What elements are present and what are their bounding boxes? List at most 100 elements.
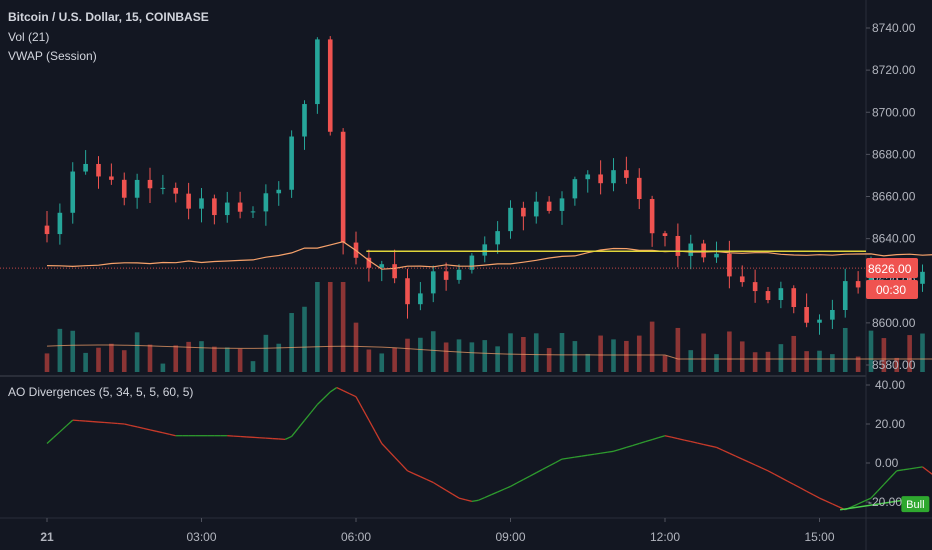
- candle-body[interactable]: [585, 174, 590, 179]
- candle-body[interactable]: [573, 179, 578, 198]
- volume-bar: [354, 323, 359, 372]
- candle-body[interactable]: [547, 202, 552, 211]
- candle-body[interactable]: [276, 190, 281, 194]
- candle-body[interactable]: [804, 307, 809, 323]
- volume-bar: [457, 339, 462, 372]
- candle-body[interactable]: [727, 254, 732, 277]
- candle-body[interactable]: [199, 198, 204, 208]
- candle-body[interactable]: [186, 194, 191, 209]
- candle-body[interactable]: [521, 208, 526, 217]
- ao-tick-label: 20.00: [875, 417, 905, 431]
- candle-body[interactable]: [920, 272, 925, 284]
- volume-bar: [830, 354, 835, 372]
- candle-body[interactable]: [495, 231, 500, 244]
- candle-body[interactable]: [624, 170, 629, 178]
- candle-body[interactable]: [405, 278, 410, 304]
- candle-body[interactable]: [328, 39, 333, 131]
- candle-body[interactable]: [122, 180, 127, 198]
- volume-bar: [264, 335, 269, 372]
- candle-body[interactable]: [315, 39, 320, 104]
- candle-body[interactable]: [96, 164, 101, 176]
- candle-body[interactable]: [843, 281, 848, 310]
- volume-bar: [251, 361, 256, 372]
- candle-body[interactable]: [508, 208, 513, 231]
- price-tick-label: 8740.00: [872, 21, 916, 35]
- volume-bar: [624, 341, 629, 372]
- ao-indicator-label[interactable]: AO Divergences (5, 34, 5, 5, 60, 5): [8, 385, 193, 399]
- candle-body[interactable]: [817, 320, 822, 323]
- candle-body[interactable]: [341, 132, 346, 243]
- volume-bar: [585, 354, 590, 372]
- candle-body[interactable]: [212, 198, 217, 215]
- candle-body[interactable]: [109, 176, 114, 179]
- price-tick-label: 8700.00: [872, 105, 916, 119]
- candle-body[interactable]: [70, 172, 75, 213]
- volume-indicator-label[interactable]: Vol (21): [8, 30, 49, 44]
- candle-body[interactable]: [148, 180, 153, 188]
- candle-body[interactable]: [714, 254, 719, 258]
- candle-body[interactable]: [392, 264, 397, 278]
- candle-body[interactable]: [135, 180, 140, 198]
- candle-body[interactable]: [701, 244, 706, 258]
- candle-body[interactable]: [225, 203, 230, 215]
- candle-body[interactable]: [791, 288, 796, 307]
- candle-body[interactable]: [58, 213, 63, 234]
- volume-bar: [289, 313, 294, 372]
- volume-bar: [663, 356, 668, 372]
- candle-body[interactable]: [173, 188, 178, 194]
- candle-body[interactable]: [856, 281, 861, 287]
- candle-body[interactable]: [753, 282, 758, 291]
- price-tick-label: 8640.00: [872, 232, 916, 246]
- candle-body[interactable]: [830, 310, 835, 320]
- time-tick-label: 15:00: [804, 530, 834, 544]
- candle-body[interactable]: [302, 104, 307, 136]
- ao-tick-label: 0.00: [875, 456, 899, 470]
- volume-bar: [650, 322, 655, 372]
- candle-body[interactable]: [482, 244, 487, 255]
- candle-body[interactable]: [534, 202, 539, 217]
- last-price-tag-text: 8626.00: [868, 262, 912, 276]
- vwap-indicator-label[interactable]: VWAP (Session): [8, 49, 97, 63]
- symbol-title[interactable]: Bitcoin / U.S. Dollar, 15, COINBASE: [8, 10, 209, 24]
- candle-body[interactable]: [238, 203, 243, 212]
- candle-body[interactable]: [264, 193, 269, 211]
- candle-body[interactable]: [637, 178, 642, 199]
- candle-body[interactable]: [676, 236, 681, 256]
- candle-body[interactable]: [663, 233, 668, 236]
- candle-body[interactable]: [431, 271, 436, 293]
- volume-bar: [379, 353, 384, 372]
- time-tick-label: 03:00: [186, 530, 216, 544]
- volume-bar: [817, 351, 822, 372]
- candle-body[interactable]: [740, 276, 745, 282]
- candle-body[interactable]: [779, 288, 784, 300]
- candle-body[interactable]: [560, 198, 565, 211]
- volume-bar: [315, 282, 320, 372]
- candle-body[interactable]: [289, 137, 294, 190]
- candle-body[interactable]: [457, 270, 462, 280]
- volume-bar: [688, 350, 693, 372]
- candle-body[interactable]: [379, 264, 384, 268]
- candle-body[interactable]: [766, 291, 771, 300]
- volume-bar: [444, 342, 449, 372]
- candle-body[interactable]: [444, 271, 449, 280]
- volume-bar: [45, 353, 50, 372]
- volume-bar: [804, 351, 809, 372]
- volume-bar: [186, 342, 191, 372]
- volume-bar: [573, 341, 578, 372]
- candle-body[interactable]: [161, 188, 166, 189]
- volume-bar: [701, 333, 706, 372]
- candle-body[interactable]: [598, 174, 603, 183]
- candle-body[interactable]: [650, 199, 655, 233]
- candle-body[interactable]: [45, 226, 50, 234]
- ao-tick-label: 40.00: [875, 378, 905, 392]
- candle-body[interactable]: [83, 164, 88, 172]
- candle-body[interactable]: [611, 170, 616, 183]
- candle-body[interactable]: [251, 211, 256, 212]
- volume-bar: [392, 348, 397, 372]
- candle-body[interactable]: [418, 293, 423, 304]
- volume-bar: [109, 344, 114, 372]
- price-tick-label: 8680.00: [872, 147, 916, 161]
- volume-bar: [534, 333, 539, 372]
- candle-body[interactable]: [688, 244, 693, 256]
